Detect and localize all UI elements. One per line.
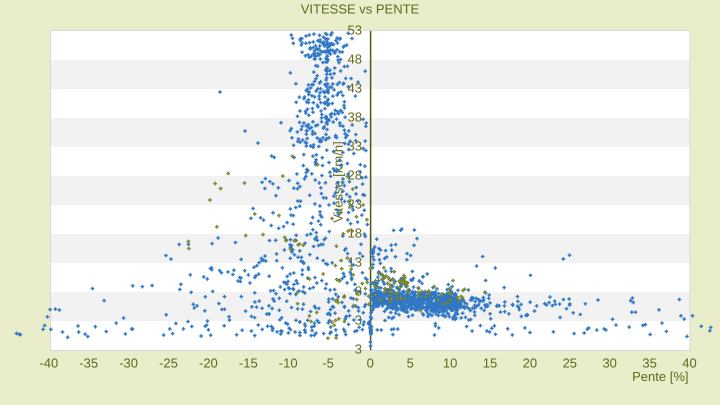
- svg-text:3: 3: [355, 342, 362, 357]
- svg-text:5: 5: [407, 356, 414, 371]
- svg-text:30: 30: [602, 356, 616, 371]
- svg-text:-15: -15: [239, 356, 258, 371]
- svg-text:VITESSE vs PENTE: VITESSE vs PENTE: [301, 2, 420, 17]
- svg-text:20: 20: [523, 356, 537, 371]
- svg-text:10: 10: [443, 356, 457, 371]
- svg-text:25: 25: [563, 356, 577, 371]
- svg-text:18: 18: [348, 226, 362, 241]
- svg-text:3: 3: [355, 313, 362, 328]
- svg-text:48: 48: [348, 52, 362, 67]
- svg-text:38: 38: [348, 110, 362, 125]
- svg-text:13: 13: [348, 255, 362, 270]
- svg-text:53: 53: [348, 23, 362, 38]
- svg-text:28: 28: [348, 168, 362, 183]
- svg-text:-25: -25: [159, 356, 178, 371]
- svg-text:-35: -35: [79, 356, 98, 371]
- svg-text:43: 43: [348, 81, 362, 96]
- svg-text:0: 0: [367, 356, 374, 371]
- svg-text:23: 23: [348, 197, 362, 212]
- svg-text:15: 15: [483, 356, 497, 371]
- svg-text:-30: -30: [119, 356, 138, 371]
- svg-text:40: 40: [682, 356, 696, 371]
- svg-text:-5: -5: [322, 356, 334, 371]
- svg-text:35: 35: [642, 356, 656, 371]
- svg-text:Pente [%]: Pente [%]: [632, 369, 688, 384]
- svg-text:33: 33: [348, 139, 362, 154]
- svg-text:-40: -40: [39, 356, 58, 371]
- svg-text:-20: -20: [199, 356, 218, 371]
- svg-text:-10: -10: [279, 356, 298, 371]
